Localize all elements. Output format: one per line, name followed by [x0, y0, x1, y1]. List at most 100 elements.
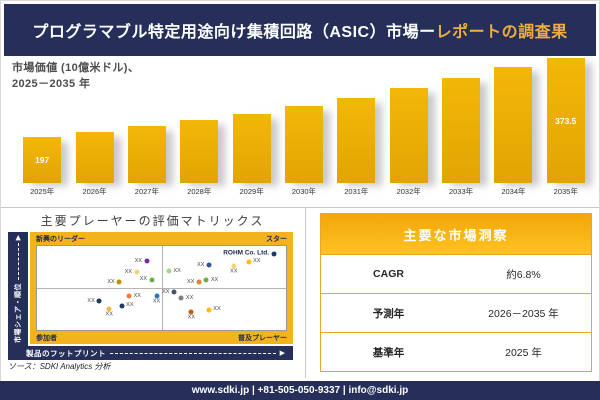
chart-subtitle: 市場価値 (10億米ドル)、 2025－2035 年 [12, 61, 139, 93]
matrix-point: XX [87, 298, 102, 304]
scatter-dot [116, 279, 122, 285]
matrix-point: ROHM Co. Ltd. [223, 250, 277, 257]
matrix-x-axis: 製品のフットプリント ▶ [8, 346, 293, 360]
matrix-point: XX [153, 293, 160, 304]
bar [337, 98, 376, 183]
scatter-dot [126, 293, 132, 299]
insight-row: 基準年 2025 年 [321, 332, 591, 371]
matrix-point: XX [197, 262, 212, 268]
matrix-title: 主要プレーヤーの評価マトリックス [40, 214, 265, 228]
point-label: XX [134, 257, 143, 264]
scatter-dot [106, 306, 112, 312]
point-label: XX [87, 297, 95, 304]
bar [232, 114, 271, 183]
bar [127, 126, 166, 183]
matrix-point: XX [162, 289, 177, 295]
scatter-dot [178, 295, 184, 301]
matrix-bottom-labels: 参加者 普及プレーヤー [36, 331, 287, 344]
scatter-dot [144, 258, 150, 264]
matrix-point: XX [119, 302, 134, 309]
point-label: XX [139, 275, 148, 282]
key-insights-rows: CAGR 約6.8% 予測年 2026－2035 年基準年 2025 年 [321, 254, 591, 371]
matrix-y-axis: 市場シェア・順位 ▶ [8, 232, 28, 346]
bar [180, 120, 219, 183]
bar-column: 2031年 [330, 58, 382, 200]
horizontal-divider [0, 207, 600, 208]
matrix-point: XX [126, 293, 141, 299]
insight-label: CAGR [373, 268, 404, 280]
bar-column: 2034年 [487, 58, 539, 200]
y-axis-label: 市場シェア・順位 [15, 283, 22, 343]
bar-column: 2027年 [121, 58, 173, 200]
bar-category-label: 2026年 [82, 187, 107, 196]
bar [389, 88, 428, 183]
scatter-dot [188, 309, 194, 315]
scatter-dot [206, 262, 212, 268]
point-label: XX [196, 261, 205, 268]
insight-value: 2025 年 [505, 346, 542, 359]
scatter-dot [134, 269, 140, 275]
x-axis-dashed-line [110, 352, 276, 354]
matrix-point: XX [187, 279, 202, 285]
bar-column: 373.5 2035年 [540, 58, 592, 200]
point-label: XX [162, 288, 170, 295]
bar-column: 2028年 [173, 58, 225, 200]
bar-category-label: 2030年 [291, 187, 317, 196]
chart-subtitle-line2: 2025－2035 年 [12, 77, 91, 90]
point-label: XX [107, 278, 115, 285]
matrix-scatter-plot: XX XX XX XX XX XX XX XX XX XX XX XX XX ROHM Co. Ltd. X… [36, 245, 287, 331]
scatter-dot [203, 277, 209, 283]
scatter-dot [246, 259, 252, 265]
key-insights-header: 主要な市場洞察 [321, 214, 591, 254]
point-label: XX [187, 278, 195, 285]
scatter-dot [154, 293, 160, 299]
matrix-point: XX [178, 295, 193, 301]
bar-category-label: 2034年 [501, 187, 526, 196]
evaluation-matrix: 新興のリーダー スター XX XX XX XX XX XX XX XX XX XX XX XX XX RO… [30, 232, 293, 344]
matrix-point: XX [166, 268, 181, 274]
bar-category-label: 2035年 [553, 187, 578, 197]
x-axis-arrow-icon: ▶ [279, 349, 285, 357]
matrix-top-labels: 新興のリーダー スター [36, 232, 287, 245]
insight-label: 基準年 [372, 346, 405, 359]
insight-value: 2026－2035 年 [488, 307, 559, 320]
point-label: XX [152, 298, 161, 305]
point-label: XX [105, 311, 113, 318]
matrix-point: XX [107, 279, 122, 285]
scatter-dot [166, 268, 172, 274]
bar-column: 2030年 [278, 58, 330, 200]
y-axis-arrow-icon: ▶ [14, 235, 22, 241]
point-label: XX [230, 268, 238, 275]
point-label: XX [124, 268, 133, 275]
bar-column: 2033年 [435, 58, 487, 200]
matrix-point: XX [188, 309, 195, 320]
source-note: ソース：SDKI Analytics 分析 [8, 362, 111, 371]
chart-subtitle-line1: 市場価値 (10億米ドル)、 [12, 62, 140, 74]
bar [494, 67, 533, 183]
bar-category-label: 2029年 [239, 187, 264, 196]
point-label: XX [185, 294, 194, 301]
quadrant-label-pervasive-players: 普及プレーヤー [238, 334, 287, 342]
point-label: XX [126, 301, 134, 308]
bar-category-label: 2025年 [30, 187, 55, 196]
scatter-dot [96, 298, 102, 304]
scatter-dot [171, 289, 177, 295]
matrix-point: XX [206, 307, 221, 313]
scatter-dot [149, 277, 155, 283]
matrix-point: XX [135, 258, 150, 264]
matrix-point: XX [140, 276, 155, 283]
bar-column: 2029年 [225, 58, 277, 200]
matrix-point: XX [203, 277, 218, 283]
scatter-dot [196, 279, 202, 285]
bar-column: 2026年 [68, 58, 120, 200]
bar-category-label: 2033年 [448, 187, 474, 196]
report-title-main: プログラマブル特定用途向け集積回路（ASIC）市場ー [32, 24, 436, 41]
bar-value-label: 197 [35, 155, 50, 165]
market-value-bar-chart: 197 2025年 2026年 2027年 2028年 2029年 2030年 2031年 20… [16, 58, 592, 200]
bar-category-label: 2031年 [344, 187, 369, 196]
matrix-point: XX [125, 269, 140, 275]
scatter-dot [119, 303, 125, 309]
contact-footer: www.sdki.jp | +81-505-050-9337 | info@sd… [0, 381, 600, 400]
scatter-dot [231, 263, 237, 269]
bar [284, 106, 323, 183]
